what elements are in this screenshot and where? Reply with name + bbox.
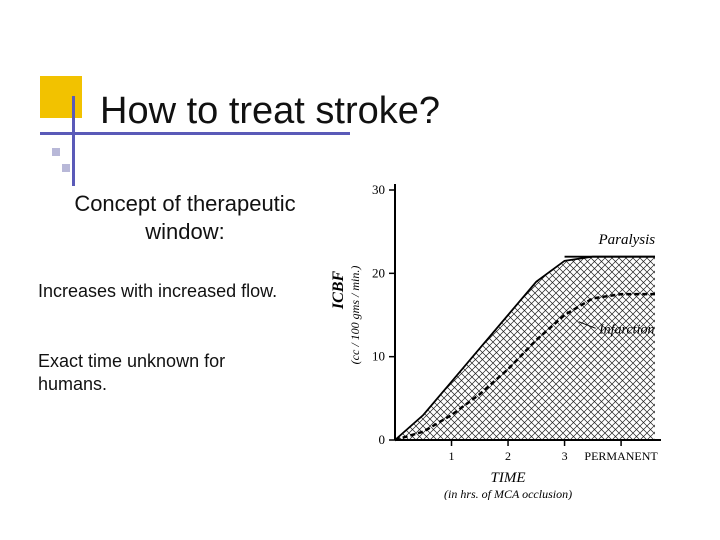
ytick-label: 0 [379,432,386,447]
slide-subtitle: Concept of therapeutic window: [60,190,310,245]
chart-container: 0 10 20 30 1 2 3 PERMANENT Paralysis Infarction IC… [325,160,695,500]
decor-square-1 [52,148,60,156]
ytick-label: 30 [372,182,385,197]
icbf-chart: 0 10 20 30 1 2 3 PERMANENT Paralysis Infarction IC… [325,160,695,500]
y-axis-label: ICBF [330,271,347,311]
xtick-label: 3 [562,449,568,463]
body-text-1: Increases with increased flow. [38,280,298,303]
accent-square [40,76,82,118]
x-axis-label: TIME [491,470,526,486]
underline-vertical [72,96,75,186]
decor-square-2 [62,164,70,172]
infarction-label: Infarction [598,322,654,337]
paralysis-label: Paralysis [597,232,655,248]
body-text-2: Exact time unknown for humans. [38,350,298,395]
ytick-label: 10 [372,349,385,364]
slide: How to treat stroke? Concept of therapeu… [0,0,720,540]
slide-title: How to treat stroke? [100,90,440,133]
xtick-label: PERMANENT [584,449,658,463]
ytick-label: 20 [372,265,385,280]
xtick-label: 1 [449,449,455,463]
x-axis-sublabel: (in hrs. of MCA occlusion) [444,487,572,500]
xtick-label: 2 [505,449,511,463]
y-axis-sublabel: (cc / 100 gms / min.) [348,266,362,365]
